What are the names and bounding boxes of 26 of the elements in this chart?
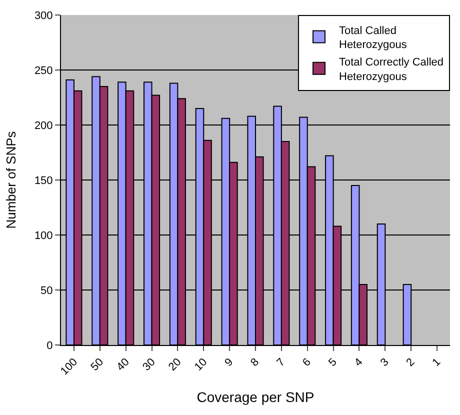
y-tick-label: 150 (34, 174, 53, 187)
x-tick-label: 6 (300, 356, 314, 370)
x-tick-label: 4 (352, 356, 366, 370)
x-tick-label: 3 (378, 356, 392, 370)
x-tick-label: 9 (222, 356, 236, 370)
x-tick-label: 50 (88, 356, 106, 374)
y-tick-label: 0 (46, 340, 53, 352)
y-tick-label: 50 (40, 284, 53, 297)
x-tick-label: 40 (114, 356, 132, 374)
x-tick-label: 10 (192, 356, 210, 374)
x-axis-title: Coverage per SNP (196, 388, 314, 405)
legend-label: Total Correctly Called Heterozygous (339, 56, 444, 83)
x-tick-label: 30 (140, 356, 158, 374)
x-tick-label: 1 (430, 356, 444, 370)
x-tick-label: 2 (404, 356, 418, 370)
x-tick-label: 7 (274, 356, 288, 370)
y-tick-label: 100 (34, 230, 53, 242)
y-tick-label: 300 (34, 10, 53, 22)
y-tick-label: 250 (34, 64, 53, 77)
y-axis-title: Number of SNPs (3, 130, 18, 229)
x-tick-label: 20 (166, 356, 184, 374)
y-tick-label: 200 (34, 120, 53, 132)
x-tick-label: 100 (58, 356, 80, 378)
x-tick-label: 8 (248, 356, 262, 370)
x-tick-label: 5 (326, 356, 340, 370)
legend-label: Total Called Heterozygous (339, 24, 408, 52)
